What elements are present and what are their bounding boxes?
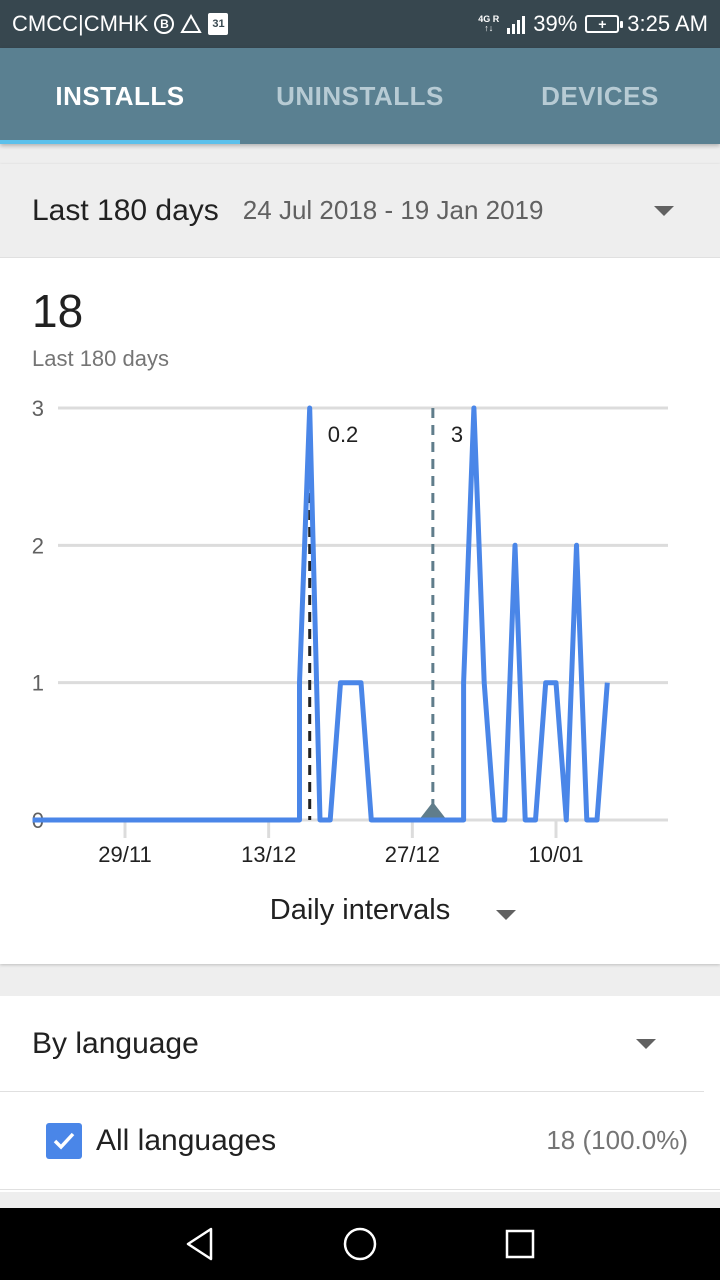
interval-selector[interactable]: Daily intervals (0, 894, 720, 927)
x-tick-label: 27/12 (385, 842, 440, 867)
recents-icon[interactable] (490, 1214, 550, 1274)
date-range-selector[interactable]: Last 180 days 24 Jul 2018 - 19 Jan 2019 (0, 164, 720, 258)
checkbox-checked-icon[interactable] (46, 1122, 82, 1159)
y-tick-label: 1 (32, 671, 44, 696)
calendar-icon: 31 (208, 13, 229, 35)
date-range-label: Last 180 days (32, 193, 219, 227)
b-badge-icon: B (154, 14, 175, 34)
annotation-label: 0.2 (328, 422, 359, 447)
list-item[interactable]: All languages 18 (100.0%) (0, 1092, 720, 1190)
language-card: By language All languages 18 (100.0%) (0, 996, 720, 1192)
interval-label: Daily intervals (269, 894, 451, 926)
dropdown-arrow-icon[interactable] (654, 205, 674, 216)
annotation-marker (418, 802, 447, 820)
tab-devices[interactable]: DEVICES (541, 80, 659, 111)
language-selector[interactable]: By language (0, 996, 704, 1092)
total-subtitle: Last 180 days (32, 346, 169, 371)
language-value: 18 (100.0%) (546, 1125, 688, 1155)
x-tick-label: 29/11 (98, 842, 151, 867)
y-tick-label: 2 (32, 533, 44, 558)
carrier-text: CMCC|CMHK (12, 11, 149, 36)
total-installs: 18 (32, 285, 84, 337)
dropdown-arrow-icon[interactable] (636, 1038, 656, 1049)
installs-card: Last 180 days 24 Jul 2018 - 19 Jan 2019 … (0, 164, 720, 964)
battery-charging-icon: + (585, 15, 624, 33)
navigation-bar (0, 1208, 720, 1280)
battery-percent: 39% (533, 11, 578, 36)
annotation-label: 3 (451, 422, 463, 447)
dropdown-arrow-icon[interactable] (496, 910, 516, 920)
series-line (32, 405, 610, 823)
back-icon[interactable] (170, 1214, 230, 1274)
tab-uninstalls[interactable]: UNINSTALLS (276, 80, 444, 111)
tab-installs[interactable]: INSTALLS (0, 48, 240, 144)
x-tick-label: 10/01 (528, 842, 583, 867)
status-bar: CMCC|CMHK B 31 4G R ↑↓ 39% + 3:25 AM (0, 0, 720, 48)
clock: 3:25 AM (627, 11, 708, 36)
language-header: By language (32, 1026, 199, 1060)
language-name: All languages (96, 1123, 277, 1157)
network-type-icon: 4G R ↑↓ (478, 14, 500, 33)
warning-icon (180, 14, 203, 34)
date-range-dates: 24 Jul 2018 - 19 Jan 2019 (242, 195, 544, 225)
home-icon[interactable] (330, 1214, 390, 1274)
tab-bar: INSTALLS UNINSTALLS DEVICES (0, 48, 720, 144)
x-tick-label: 13/12 (241, 842, 296, 867)
y-tick-label: 3 (32, 396, 44, 421)
signal-icon (507, 14, 526, 34)
